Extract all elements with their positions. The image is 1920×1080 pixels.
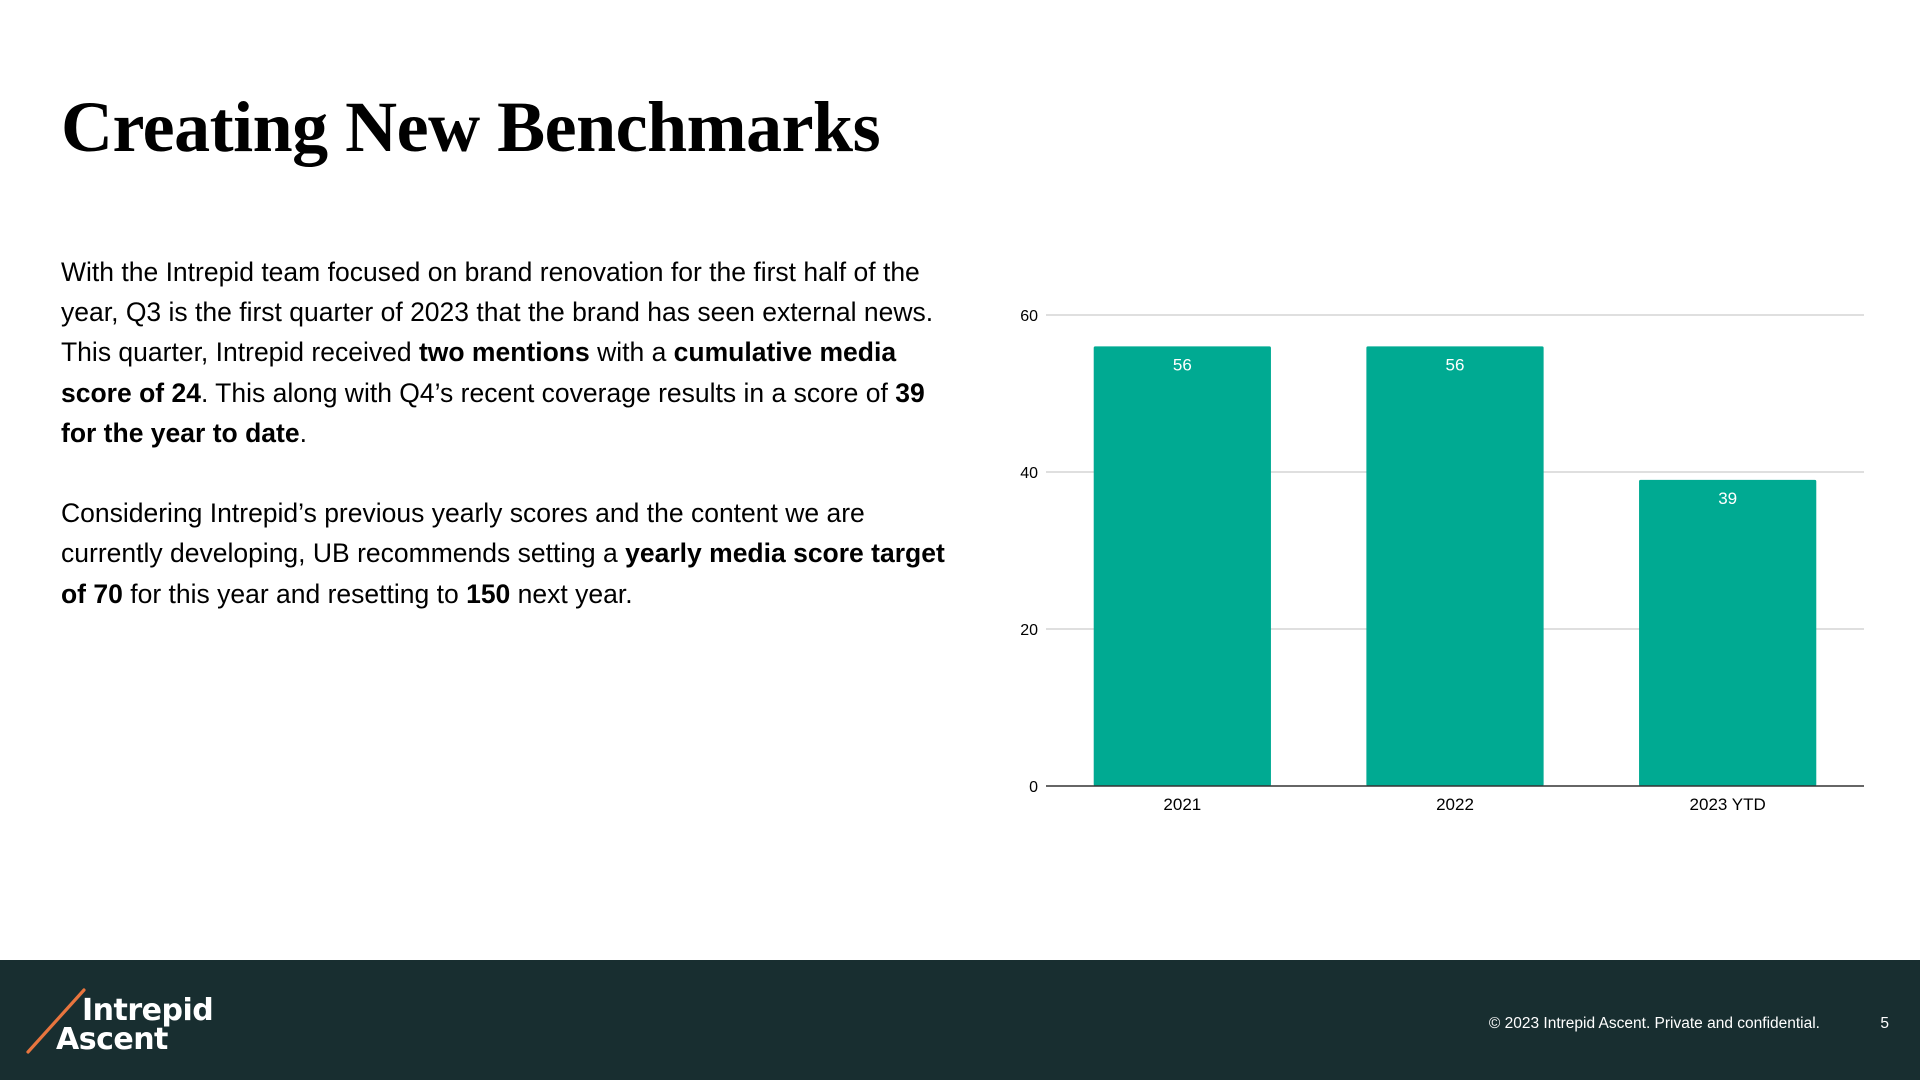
x-tick-label: 2023 YTD	[1690, 795, 1766, 814]
body-text-run: .	[299, 417, 307, 448]
footer-bar	[0, 960, 1920, 1080]
body-text-run: . This along with Q4’s recent coverage r…	[200, 377, 896, 408]
bar-data-label: 56	[1173, 355, 1192, 374]
y-tick-label: 20	[1020, 622, 1038, 639]
body-text-run: Considering Intrepid’s previous yearly s…	[61, 498, 865, 569]
bar-chart: 0 20 40 60 56 56 39 2021 2022 2023 YTD	[1020, 308, 1864, 814]
body-text-run: next year.	[510, 578, 633, 609]
slide-title: Creating New Benchmarks	[61, 87, 881, 167]
body-text: With the Intrepid team focused on brand …	[61, 252, 961, 654]
bar	[1639, 479, 1817, 786]
y-axis-tick-labels: 0 20 40 60	[1020, 308, 1038, 796]
emphasis-text: 39 for the year to date	[61, 377, 925, 448]
emphasis-text: 150	[466, 578, 511, 609]
bar	[1366, 346, 1544, 786]
intrepid-ascent-logo: Intrepid Ascent	[26, 988, 216, 1058]
bars: 56 56 39	[1093, 346, 1817, 786]
body-text-run: With the Intrepid team focused on brand …	[61, 257, 934, 368]
x-axis-tick-labels: 2021 2022 2023 YTD	[1163, 795, 1765, 814]
y-tick-label: 40	[1020, 465, 1038, 482]
emphasis-text: yearly media score target of 70	[61, 538, 945, 609]
bar-data-label: 56	[1446, 355, 1465, 374]
x-tick-label: 2021	[1163, 795, 1201, 814]
emphasis-text: two mentions	[418, 337, 590, 368]
x-tick-label: 2022	[1436, 795, 1474, 814]
y-tick-label: 60	[1020, 308, 1038, 325]
logo-word-intrepid: Intrepid	[82, 993, 214, 1028]
emphasis-text: cumulative media score of 24	[61, 337, 897, 408]
copyright-notice: © 2023 Intrepid Ascent. Private and conf…	[1488, 1015, 1820, 1032]
body-paragraph: Considering Intrepid’s previous yearly s…	[61, 493, 961, 614]
page-number: 5	[1880, 1015, 1889, 1032]
body-paragraph: With the Intrepid team focused on brand …	[61, 252, 961, 453]
bar-data-label: 39	[1718, 489, 1737, 508]
bar	[1093, 346, 1271, 786]
mountain-slash-icon	[26, 988, 86, 1054]
logo-word-ascent: Ascent	[56, 1022, 168, 1057]
body-text-run: for this year and resetting to	[122, 578, 467, 609]
y-tick-label: 0	[1029, 779, 1038, 796]
body-text-run: with a	[589, 337, 674, 368]
